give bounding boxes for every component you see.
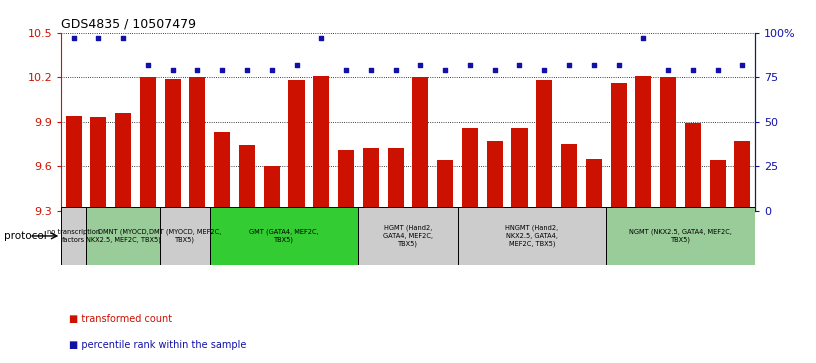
Bar <box>313 76 330 211</box>
Point <box>414 62 427 68</box>
Bar <box>165 79 180 211</box>
Bar <box>65 116 82 211</box>
Bar <box>606 207 755 265</box>
Point <box>686 67 699 73</box>
Point <box>389 67 402 73</box>
Point <box>241 67 254 73</box>
Bar <box>214 132 230 211</box>
Bar <box>86 207 160 265</box>
Bar <box>412 77 428 211</box>
Point <box>562 62 575 68</box>
Bar <box>462 127 478 211</box>
Bar <box>91 117 106 211</box>
Point <box>636 35 650 41</box>
Bar <box>586 159 602 211</box>
Point <box>612 62 625 68</box>
Bar <box>512 127 527 211</box>
Point <box>538 67 551 73</box>
Point <box>117 35 130 41</box>
Point <box>290 62 303 68</box>
Bar <box>636 76 651 211</box>
Text: GMT (GATA4, MEF2C,
TBX5): GMT (GATA4, MEF2C, TBX5) <box>250 229 319 243</box>
Point <box>736 62 749 68</box>
Bar <box>536 80 552 211</box>
Text: protocol: protocol <box>4 231 47 241</box>
Bar <box>388 148 404 211</box>
Point <box>662 67 675 73</box>
Bar <box>358 207 458 265</box>
Bar <box>189 77 206 211</box>
Text: HNGMT (Hand2,
NKX2.5, GATA4,
MEF2C, TBX5): HNGMT (Hand2, NKX2.5, GATA4, MEF2C, TBX5… <box>505 225 558 247</box>
Bar <box>486 141 503 211</box>
Point <box>141 62 154 68</box>
Point <box>513 62 526 68</box>
Bar <box>660 77 676 211</box>
Bar <box>61 207 86 265</box>
Bar <box>710 160 725 211</box>
Point <box>191 67 204 73</box>
Text: DMNT (MYOCD,
NKX2.5, MEF2C, TBX5): DMNT (MYOCD, NKX2.5, MEF2C, TBX5) <box>86 229 161 243</box>
Text: DMT (MYOCD, MEF2C,
TBX5): DMT (MYOCD, MEF2C, TBX5) <box>149 229 221 243</box>
Text: ■ percentile rank within the sample: ■ percentile rank within the sample <box>69 340 246 350</box>
Point <box>588 62 601 68</box>
Text: GDS4835 / 10507479: GDS4835 / 10507479 <box>61 17 196 30</box>
Text: no transcription
factors: no transcription factors <box>47 229 100 243</box>
Point <box>315 35 328 41</box>
Point <box>166 67 180 73</box>
Bar <box>338 150 354 211</box>
Point <box>364 67 377 73</box>
Bar <box>160 207 210 265</box>
Text: HGMT (Hand2,
GATA4, MEF2C,
TBX5): HGMT (Hand2, GATA4, MEF2C, TBX5) <box>383 225 433 247</box>
Bar <box>734 141 751 211</box>
Bar <box>685 123 701 211</box>
Bar <box>363 148 379 211</box>
Bar <box>289 80 304 211</box>
Bar <box>437 160 453 211</box>
Point <box>439 67 452 73</box>
Bar <box>610 83 627 211</box>
Bar <box>140 77 156 211</box>
Point <box>92 35 105 41</box>
Point <box>265 67 278 73</box>
Bar <box>115 113 131 211</box>
Point <box>463 62 477 68</box>
Bar <box>264 166 280 211</box>
Text: NGMT (NKX2.5, GATA4, MEF2C,
TBX5): NGMT (NKX2.5, GATA4, MEF2C, TBX5) <box>629 229 732 243</box>
Bar <box>561 144 577 211</box>
Point <box>339 67 353 73</box>
Bar <box>210 207 358 265</box>
Point <box>488 67 501 73</box>
Bar <box>239 145 255 211</box>
Bar <box>458 207 606 265</box>
Text: ■ transformed count: ■ transformed count <box>69 314 172 325</box>
Point <box>215 67 228 73</box>
Point <box>711 67 724 73</box>
Point <box>67 35 80 41</box>
